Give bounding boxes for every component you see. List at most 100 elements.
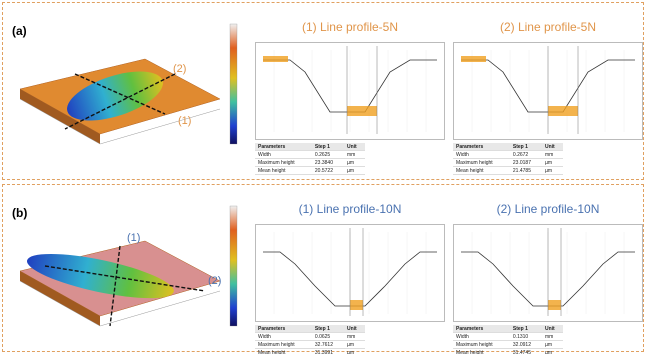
table-cell: µm: [344, 340, 365, 349]
table-cell: µm: [344, 166, 365, 175]
table-cell: Mean height: [255, 166, 312, 175]
cut-line: [44, 265, 206, 292]
axis: [99, 290, 221, 327]
cut-label: (1): [127, 232, 140, 244]
table-cell: Width: [453, 332, 510, 341]
table-row: Maximum height 32.7612 µm: [255, 340, 365, 349]
param-table: Parameters Step 1 Unit Width 0.2625 mm Maximum…: [255, 143, 365, 175]
profile-plot: [453, 42, 643, 140]
surface-side: [20, 271, 100, 326]
table-cell: µm: [344, 158, 365, 167]
panel-frame: [2, 2, 644, 180]
table-row: Mean height 21.4785 µm: [453, 166, 563, 175]
table-cell: Width: [453, 150, 510, 159]
table-cell: Maximum height: [453, 340, 510, 349]
table-cell: Maximum height: [255, 158, 312, 167]
table-cell: Step 1: [311, 143, 344, 151]
cut-label: (2): [208, 275, 221, 287]
table-row: Width 0.2625 mm: [255, 150, 365, 159]
profile-plot: [255, 224, 445, 322]
table-cell: µm: [542, 166, 563, 175]
profile-plot: [453, 224, 643, 322]
table-cell: Parameters: [255, 143, 312, 151]
highlight: [263, 56, 288, 62]
table-cell: Width: [255, 332, 312, 341]
table-cell: 23.3840: [311, 158, 344, 167]
cut-line: [64, 73, 176, 130]
table-cell: mm: [542, 332, 563, 341]
table-row: Parameters Step 1 Unit: [453, 325, 563, 333]
table-cell: Unit: [542, 325, 563, 333]
param-table: Parameters Step 1 Unit Width 0.2672 mm Maximum…: [453, 143, 563, 175]
table-cell: mm: [344, 150, 365, 159]
table-cell: Maximum height: [453, 158, 510, 167]
table-cell: Step 1: [509, 325, 542, 333]
table-cell: µm: [542, 340, 563, 349]
table-cell: mm: [344, 332, 365, 341]
table-cell: 31.3991: [311, 348, 344, 354]
table-cell: 23.0187: [509, 158, 542, 167]
table-cell: Unit: [344, 143, 365, 151]
table-row: Mean height 31.4745 µm: [453, 348, 563, 354]
table-cell: Mean height: [453, 166, 510, 175]
highlight: [350, 300, 363, 310]
surface-3d: (2) (1): [19, 23, 238, 145]
profile-line: [461, 59, 635, 113]
axis: [19, 98, 101, 145]
table-cell: 0.0625: [311, 332, 344, 341]
table-cell: mm: [542, 150, 563, 159]
axis: [99, 108, 221, 145]
table-cell: Unit: [344, 325, 365, 333]
table-cell: 0.1310: [509, 332, 542, 341]
profile-title: (1) Line profile-5N: [301, 20, 399, 34]
highlight: [548, 300, 561, 310]
profile-title: (2) Line profile-10N: [496, 202, 600, 216]
table-cell: Mean height: [255, 348, 312, 354]
profile-title: (2) Line profile-5N: [499, 20, 597, 34]
cut-label: (1): [178, 115, 191, 127]
colorbar: [229, 23, 238, 145]
table-cell: 32.0912: [509, 340, 542, 349]
table-row: Mean height 20.5722 µm: [255, 166, 365, 175]
table-row: Parameters Step 1 Unit: [255, 325, 365, 333]
table-cell: Parameters: [255, 325, 312, 333]
table-cell: Parameters: [453, 325, 510, 333]
table-row: Parameters Step 1 Unit: [255, 143, 365, 151]
table-cell: Unit: [542, 143, 563, 151]
table-cell: µm: [542, 158, 563, 167]
highlight: [548, 106, 578, 116]
profile-title: (1) Line profile-10N: [298, 202, 402, 216]
table-cell: Step 1: [509, 143, 542, 151]
param-table: Parameters Step 1 Unit Width 0.1310 mm Maximum…: [453, 325, 563, 354]
table-cell: Step 1: [311, 325, 344, 333]
table-cell: 0.2625: [311, 150, 344, 159]
table-cell: µm: [344, 348, 365, 354]
axis: [19, 280, 101, 327]
table-cell: 32.7612: [311, 340, 344, 349]
table-cell: 0.2672: [509, 150, 542, 159]
cut-label: (2): [173, 63, 186, 75]
panel-label: (a): [12, 24, 27, 38]
wear-scar: [26, 253, 174, 299]
table-row: Width 0.0625 mm: [255, 332, 365, 341]
table-cell: Mean height: [453, 348, 510, 354]
table-cell: µm: [542, 348, 563, 354]
table-row: Width 0.2672 mm: [453, 150, 563, 159]
highlight: [461, 56, 486, 62]
profile-plot: [255, 42, 445, 140]
param-table: Parameters Step 1 Unit Width 0.0625 mm Maximum…: [255, 325, 365, 354]
table-row: Maximum height 23.3840 µm: [255, 158, 365, 167]
surface-side: [20, 89, 100, 144]
wear-scar: [67, 71, 163, 121]
table-row: Parameters Step 1 Unit: [453, 143, 563, 151]
table-row: Mean height 31.3991 µm: [255, 348, 365, 354]
table-cell: 21.4785: [509, 166, 542, 175]
highlight: [347, 106, 377, 116]
panel-label: (b): [12, 206, 28, 220]
table-cell: 31.4745: [509, 348, 542, 354]
table-row: Maximum height 32.0912 µm: [453, 340, 563, 349]
table-cell: 20.5722: [311, 166, 344, 175]
table-row: Maximum height 23.0187 µm: [453, 158, 563, 167]
cut-line: [109, 245, 121, 327]
